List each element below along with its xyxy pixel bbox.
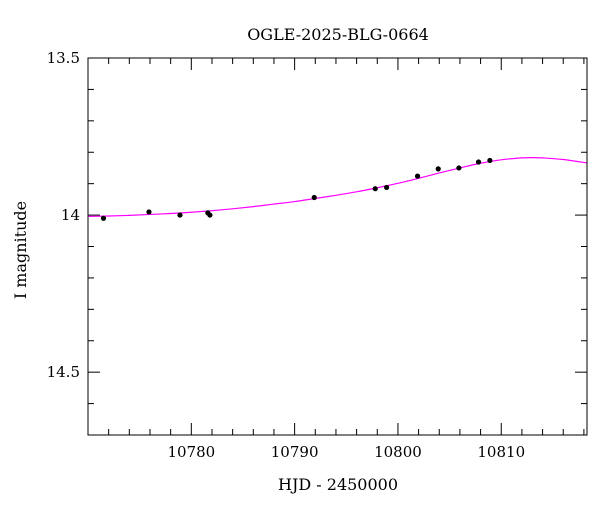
axis-ticks [87,57,587,436]
x-tick-label: 10800 [374,443,422,461]
data-points [100,157,493,221]
data-point [435,166,441,172]
plot-frame [87,57,588,436]
data-point [207,212,213,218]
data-point [100,215,107,221]
x-tick-label: 10780 [167,443,215,461]
model-curve [87,156,588,217]
y-tick-label: 13.5 [47,49,80,67]
y-tick-label: 14 [61,206,80,224]
data-point [311,194,317,201]
data-point [456,165,462,171]
chart-title: OGLE-2025-BLG-0664 [247,25,429,44]
x-tick-label: 10810 [477,443,525,461]
data-point [177,212,183,218]
data-point [383,184,390,191]
y-tick-labels: 13.5 14 14.5 [47,49,80,381]
y-axis-label: I magnitude [11,201,30,299]
data-point [372,186,378,192]
x-axis-label: HJD - 2450000 [278,475,398,494]
x-tick-label: 10790 [271,443,319,461]
data-point [487,157,493,164]
data-point [146,209,152,215]
data-point [414,173,421,179]
y-tick-label: 14.5 [47,363,80,381]
plot-area: 10780 10790 10800 10810 13.5 14 14.5 [47,49,588,461]
data-point [475,159,482,165]
x-tick-labels: 10780 10790 10800 10810 [167,443,525,461]
